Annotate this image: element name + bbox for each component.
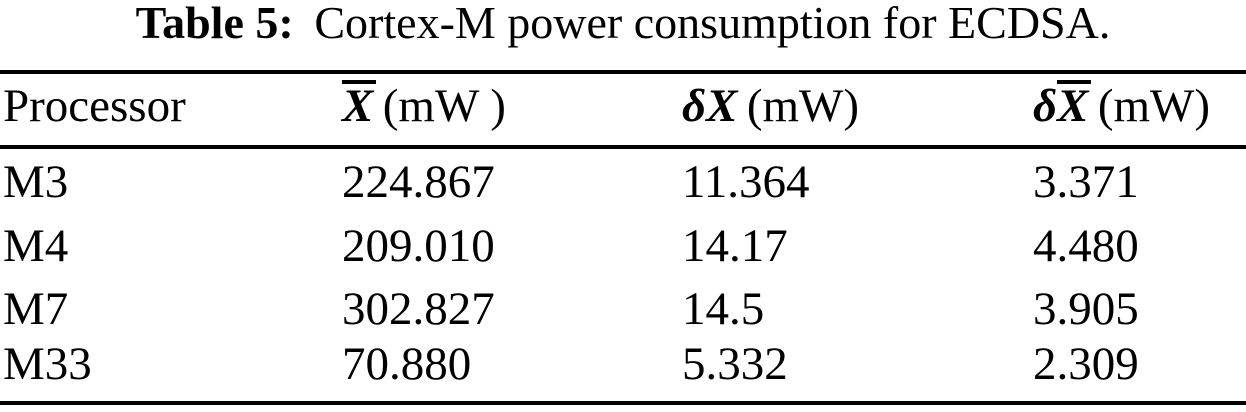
table-rule-bottom xyxy=(0,401,1246,405)
math-symbol-x-bar: X xyxy=(342,80,377,132)
cell-delta-power: 14.5 xyxy=(682,283,765,335)
column-header-delta-mean-power: δX (mW) xyxy=(1033,80,1211,132)
cell-mean-power: 70.880 xyxy=(342,338,472,390)
column-header-mean-power: X (mW ) xyxy=(342,80,506,132)
table-caption: Table 5: Cortex-M power consumption for E… xyxy=(0,0,1246,46)
unit-label-mw: (mW) xyxy=(1097,80,1211,132)
math-symbol-delta: δ xyxy=(682,80,707,132)
caption-label: Table 5: xyxy=(135,0,294,48)
cell-mean-power: 209.010 xyxy=(342,220,495,272)
cell-delta-power: 5.332 xyxy=(682,338,788,390)
cell-delta-mean-power: 2.309 xyxy=(1033,338,1139,390)
cell-delta-mean-power: 4.480 xyxy=(1033,220,1139,272)
table-rule-top xyxy=(0,70,1246,74)
math-symbol-delta: δ xyxy=(1033,80,1058,132)
caption-text: Cortex-M power consumption for ECDSA. xyxy=(314,0,1111,48)
cell-processor: M4 xyxy=(3,220,69,272)
cell-delta-power: 14.17 xyxy=(682,220,788,272)
math-symbol-x-bar: X xyxy=(1057,80,1092,132)
cell-processor: M3 xyxy=(3,156,69,208)
cell-delta-mean-power: 3.905 xyxy=(1033,283,1139,335)
cell-delta-power: 11.364 xyxy=(682,156,810,208)
cell-processor: M7 xyxy=(3,283,69,335)
math-symbol-x: X xyxy=(706,80,738,132)
cell-delta-mean-power: 3.371 xyxy=(1033,156,1139,208)
cell-mean-power: 224.867 xyxy=(342,156,495,208)
cell-mean-power: 302.827 xyxy=(342,283,495,335)
unit-label-mw: (mW ) xyxy=(382,80,506,132)
cell-processor: M33 xyxy=(3,338,92,390)
table-rule-below-header xyxy=(0,145,1246,149)
column-header-delta-power: δX (mW) xyxy=(682,83,859,130)
unit-label-mw: (mW) xyxy=(746,80,860,132)
column-header-processor: Processor xyxy=(3,80,186,132)
